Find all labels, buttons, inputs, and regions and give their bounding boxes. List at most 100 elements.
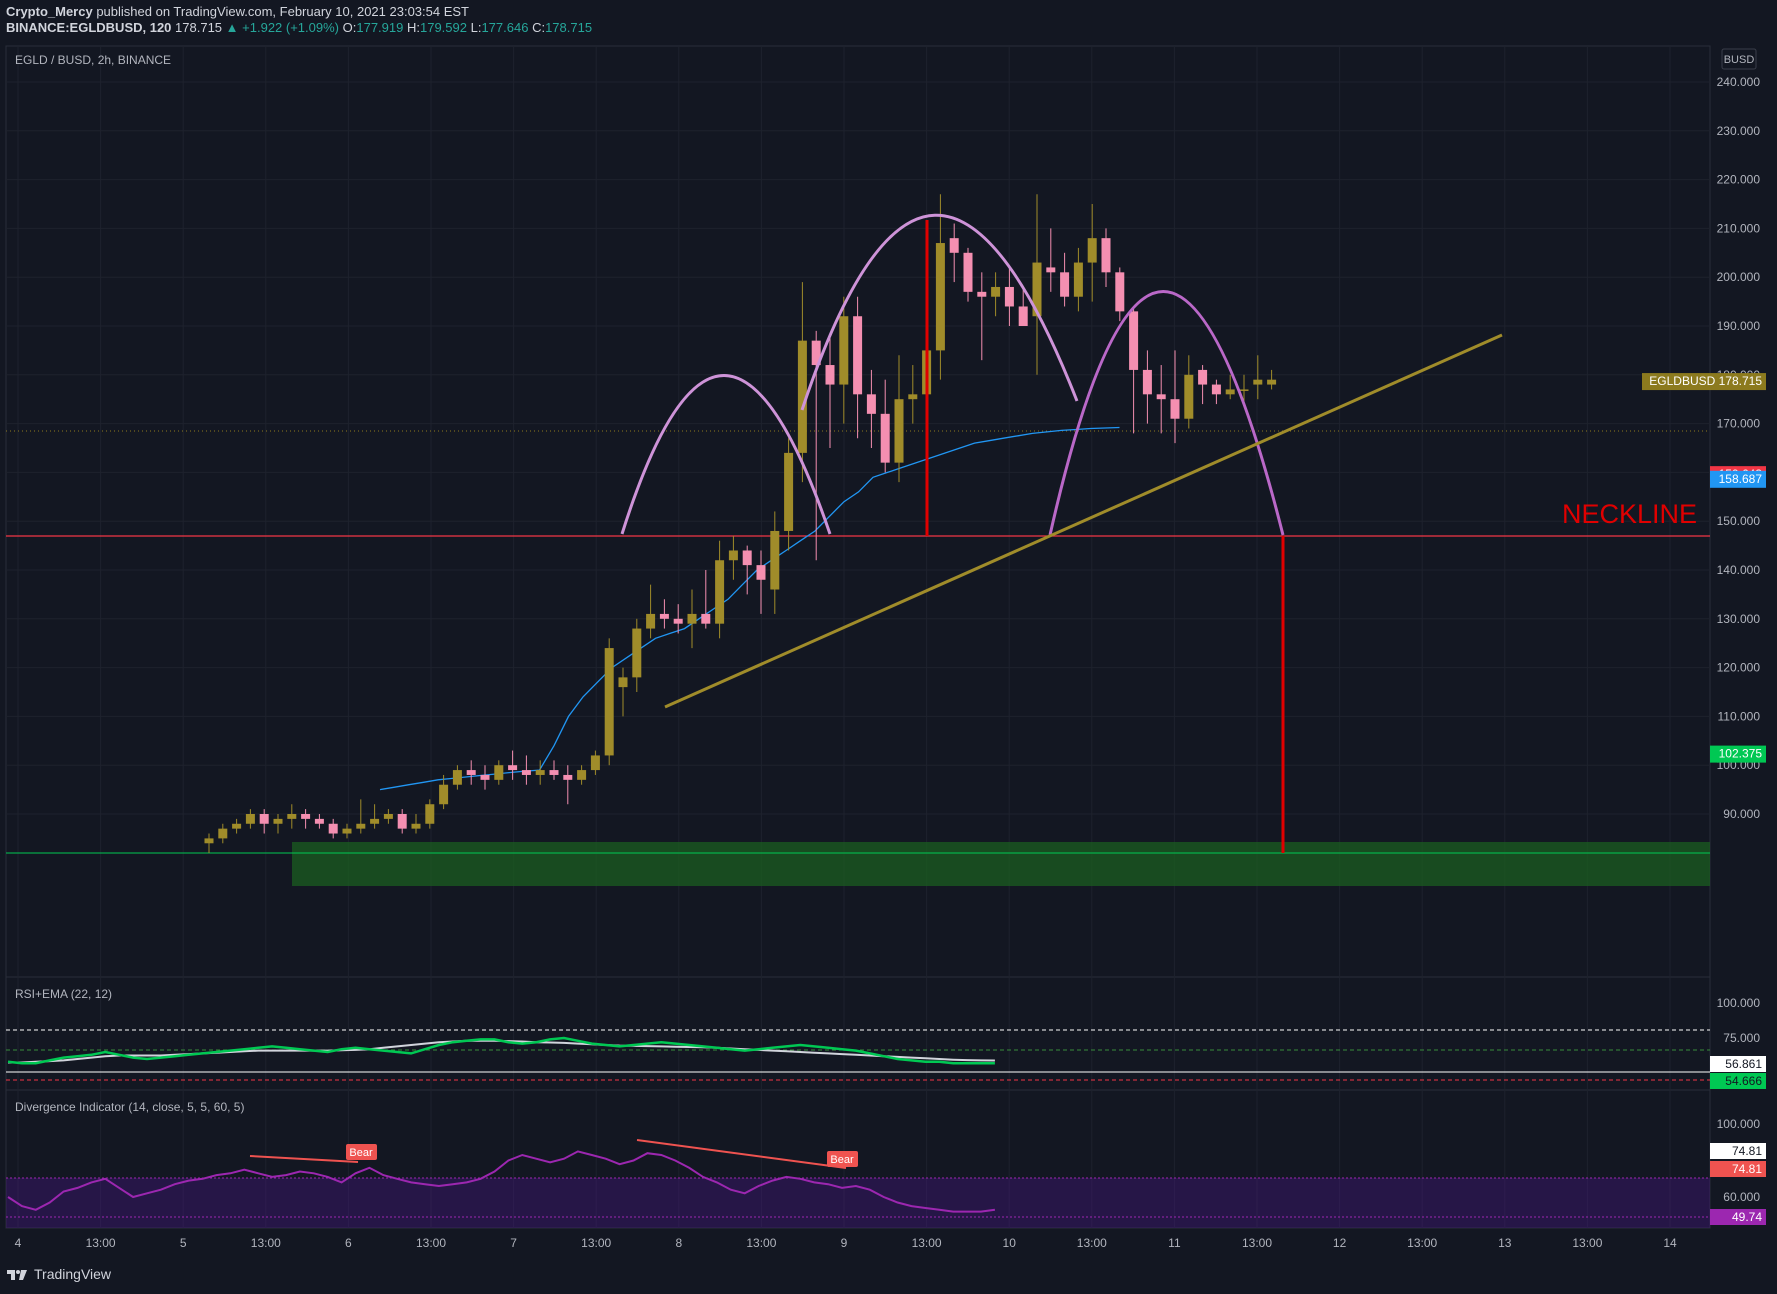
candle-body xyxy=(991,286,1001,297)
candle-body xyxy=(452,770,462,785)
price-label-text: EGLDBUSD 178.715 xyxy=(1649,374,1762,388)
candle-body xyxy=(508,765,518,771)
candle-body xyxy=(425,804,435,824)
divergence-title: Divergence Indicator (14, close, 5, 5, 6… xyxy=(15,1100,244,1114)
time-tick-label: 6 xyxy=(345,1236,352,1250)
footer-brand[interactable]: TradingView xyxy=(6,1266,111,1282)
candle-body xyxy=(894,399,904,463)
time-tick-label: 4 xyxy=(15,1236,22,1250)
candle-body xyxy=(742,550,752,566)
trend-line[interactable] xyxy=(664,333,1503,709)
candle-body xyxy=(811,340,821,366)
candle-body xyxy=(287,814,297,819)
candle-body xyxy=(1101,238,1111,273)
divergence-band xyxy=(6,1178,1710,1228)
price-label-box xyxy=(1642,373,1766,391)
ema-polyline xyxy=(379,426,1120,791)
candle-body xyxy=(204,838,214,844)
candle-body xyxy=(770,530,780,590)
candle-body xyxy=(673,618,683,624)
candle-body xyxy=(342,828,352,834)
time-tick-label: 13:00 xyxy=(1077,1236,1107,1250)
candle-body xyxy=(715,560,725,624)
ohlc-line: BINANCE:EGLDBUSD, 120 178.715 ▲ +1.922 (… xyxy=(6,20,592,35)
candle-body xyxy=(1198,369,1208,385)
candle-body xyxy=(411,823,421,829)
divergence-lines xyxy=(7,1150,996,1213)
time-tick-label: 8 xyxy=(675,1236,682,1250)
candle-body xyxy=(1032,262,1042,317)
currency-label: BUSD xyxy=(1724,54,1755,66)
candle-body xyxy=(825,365,835,385)
divergence-tick-label: 60.000 xyxy=(1723,1190,1760,1204)
divergence-tick-label: 100.000 xyxy=(1717,1117,1761,1131)
divergence-value-text: 49.74 xyxy=(1732,1210,1762,1224)
divergence-value-box xyxy=(1710,1161,1766,1177)
high-value: 179.592 xyxy=(419,20,467,35)
chart-canvas[interactable]: 240.000 230.000 220.000 210.000 200.000 190.0… xyxy=(0,0,1777,1260)
candle-body xyxy=(687,613,697,624)
rsi-value-box xyxy=(1710,1073,1766,1089)
time-tick-label: 14 xyxy=(1663,1236,1677,1250)
candle-body xyxy=(535,770,545,775)
candle-body xyxy=(356,823,366,829)
price-tick-label: 170.000 xyxy=(1717,417,1761,431)
high-label: H: xyxy=(406,20,420,35)
candle-body xyxy=(963,252,973,292)
tradingview-logo-icon xyxy=(7,1270,27,1280)
candle-body xyxy=(659,613,669,619)
candle-body xyxy=(549,770,559,775)
candle-body xyxy=(577,770,587,780)
rsi-line xyxy=(7,1036,995,1065)
candle-body xyxy=(480,774,490,780)
candle-body xyxy=(1253,379,1263,385)
divergence-value-box xyxy=(1710,1209,1766,1225)
neckline-annotation: NECKLINE xyxy=(1562,499,1697,529)
candle-body xyxy=(784,452,794,531)
chart-title: EGLD / BUSD, 2h, BINANCE xyxy=(15,53,171,67)
ema-line xyxy=(379,426,1120,791)
price-label-text: 158.687 xyxy=(1719,472,1763,486)
rsi-lines xyxy=(7,1036,995,1065)
time-tick-label: 13:00 xyxy=(1572,1236,1602,1250)
time-tick-label: 13 xyxy=(1498,1236,1512,1250)
candle-body xyxy=(1018,306,1028,326)
bear-divergence-line-1 xyxy=(249,1155,359,1163)
candle-body xyxy=(232,823,242,829)
time-tick-label: 13:00 xyxy=(86,1236,116,1250)
price-tick-label: 220.000 xyxy=(1717,173,1761,187)
time-tick-label: 7 xyxy=(510,1236,517,1250)
divergence-line xyxy=(7,1150,996,1213)
open-value: 177.919 xyxy=(356,20,404,35)
candle-body xyxy=(1211,384,1221,395)
candle-body xyxy=(935,243,945,351)
candle-body xyxy=(1142,369,1152,395)
author-name[interactable]: Crypto_Mercy xyxy=(6,4,93,19)
price-tick-label: 230.000 xyxy=(1717,124,1761,138)
candle-body xyxy=(370,818,380,824)
right-shoulder-arc[interactable] xyxy=(1048,290,1285,536)
time-tick-label: 13:00 xyxy=(581,1236,611,1250)
time-tick-label: 13:00 xyxy=(251,1236,281,1250)
candle-body xyxy=(590,755,600,771)
rsi-axis: 100.000 75.000 56.861 54.666 xyxy=(1710,996,1766,1089)
candle-body xyxy=(1073,262,1083,297)
price-label-text: 102.375 xyxy=(1719,747,1763,761)
left-shoulder-arc[interactable] xyxy=(620,374,832,535)
divergence-axis: 100.000 60.000 74.81 74.81 49.74 xyxy=(1710,1117,1766,1225)
candle-body xyxy=(218,828,228,839)
time-tick-label: 13:00 xyxy=(746,1236,776,1250)
time-tick-label: 13:00 xyxy=(1407,1236,1437,1250)
candle-body xyxy=(632,628,642,678)
candle-body xyxy=(880,413,890,463)
currency-badge xyxy=(1721,48,1757,70)
price-tick-label: 140.000 xyxy=(1717,563,1761,577)
head-arc[interactable] xyxy=(800,213,1079,411)
rsi-value-box xyxy=(1710,1056,1766,1072)
rsi-value-text: 54.666 xyxy=(1725,1074,1762,1088)
candle-body xyxy=(1156,394,1166,400)
symbol-label: BINANCE:EGLDBUSD, 120 xyxy=(6,20,172,35)
candle-body xyxy=(1129,311,1139,370)
low-label: L: xyxy=(470,20,482,35)
